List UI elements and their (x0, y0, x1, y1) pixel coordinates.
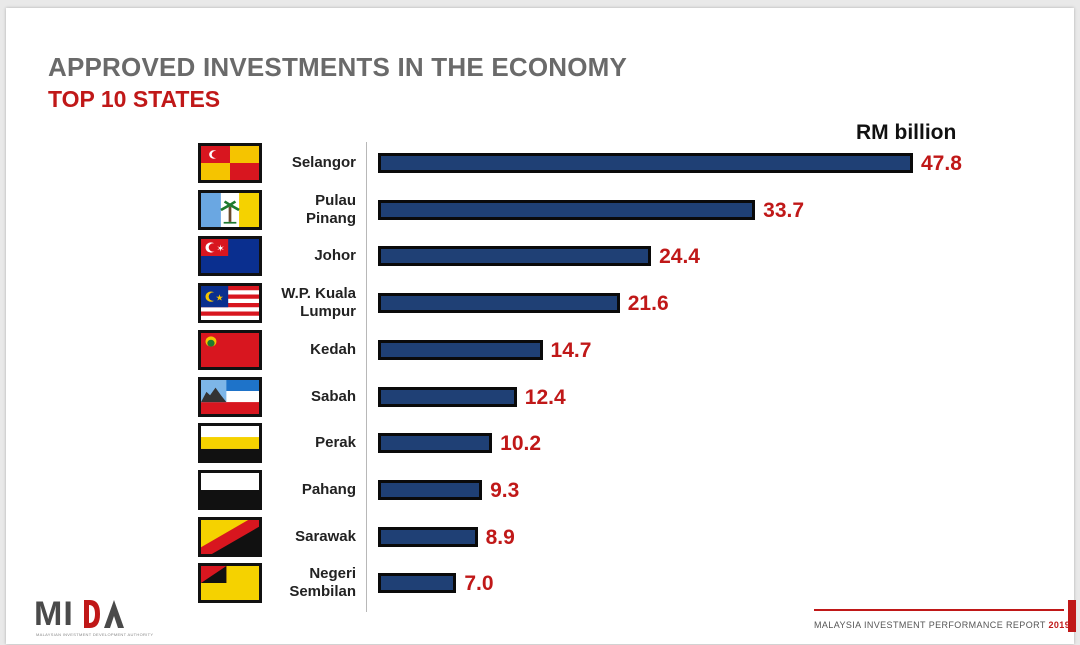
category-label-line: W.P. Kuala (281, 285, 356, 303)
unit-label: RM billion (856, 121, 957, 144)
value-label: 24.4 (659, 245, 700, 269)
bar (378, 246, 652, 267)
category-label-line: Perak (315, 434, 356, 452)
footer-line (814, 609, 1064, 611)
footer-report-year: 2019 (1048, 620, 1071, 630)
category-label-line: Johor (314, 247, 356, 265)
value-label: 21.6 (627, 292, 669, 316)
category-label-line: Pulau (315, 191, 356, 209)
bar (378, 199, 756, 220)
category-label-line: Pahang (301, 480, 356, 498)
kuala-lumpur-flag-icon: ★ (198, 283, 262, 324)
category-axis-line (366, 142, 367, 612)
value-label: 12.4 (524, 385, 566, 409)
mida-logo-icon: MI (34, 595, 124, 633)
category-label: W.P. Kuala Lumpur (281, 285, 356, 321)
selangor-flag-icon (198, 143, 262, 183)
chart-title: APPROVED INVESTMENTS IN THE ECONOMY (48, 52, 628, 82)
category-label: Pulau Pinang (306, 192, 356, 228)
category-label: Negeri Sembilan (289, 565, 356, 601)
category-label-line: Negeri (309, 565, 356, 583)
johor-flag-icon: ✶ (198, 236, 262, 277)
footer-report-name: MALAYSIA INVESTMENT PERFORMANCE REPORT 2… (814, 620, 1071, 630)
category-label-line: Sabah (310, 387, 356, 405)
bar (378, 433, 493, 454)
category-label: Kedah (310, 341, 356, 359)
footer-accent (1068, 600, 1076, 632)
value-label: 10.2 (500, 432, 542, 456)
bar (378, 479, 483, 500)
bar (378, 386, 517, 407)
svg-text:MI: MI (34, 595, 74, 633)
pahang-flag-icon (198, 469, 262, 510)
kedah-flag-icon (198, 329, 262, 370)
sarawak-flag-icon: ✸ (198, 516, 262, 557)
category-label-line: Selangor (291, 154, 356, 171)
value-label: 9.3 (490, 478, 520, 502)
category-label-line: Kedah (310, 340, 356, 358)
slide: APPROVED INVESTMENTS IN THE ECONOMY TOP … (6, 8, 1076, 644)
bar (378, 339, 543, 360)
svg-text:✶: ✶ (216, 244, 224, 255)
logo-subtitle: MALAYSIAN INVESTMENT DEVELOPMENT AUTHORI… (36, 632, 154, 637)
category-label-line: Lumpur (300, 303, 356, 321)
category-label: Selangor (292, 154, 356, 172)
bar (378, 293, 620, 314)
perak-flag-icon (198, 423, 262, 464)
category-label: Perak (315, 434, 356, 452)
category-label-line: Sarawak (295, 527, 356, 545)
svg-text:★: ★ (216, 294, 224, 304)
value-label: 47.8 (921, 152, 962, 175)
value-label: 14.7 (550, 338, 592, 362)
category-label-line: Pinang (305, 209, 356, 227)
chart-subtitle: TOP 10 STATES (48, 86, 221, 112)
penang-flag-icon (198, 189, 262, 230)
category-label: Pahang (302, 481, 356, 499)
sabah-flag-icon (198, 376, 262, 417)
bar (378, 526, 478, 547)
svg-text:✸: ✸ (208, 523, 218, 537)
category-label: Johor (314, 247, 356, 265)
bar (378, 153, 913, 173)
category-label-line: Sembilan (289, 583, 356, 601)
value-label: 8.9 (485, 525, 515, 549)
value-label: 7.0 (464, 572, 494, 596)
category-label: Sabah (311, 388, 356, 406)
bar (378, 573, 457, 594)
negeri-sembilan-flag-icon (198, 563, 262, 604)
category-label: Sarawak (295, 528, 356, 546)
value-label: 33.7 (763, 198, 805, 222)
